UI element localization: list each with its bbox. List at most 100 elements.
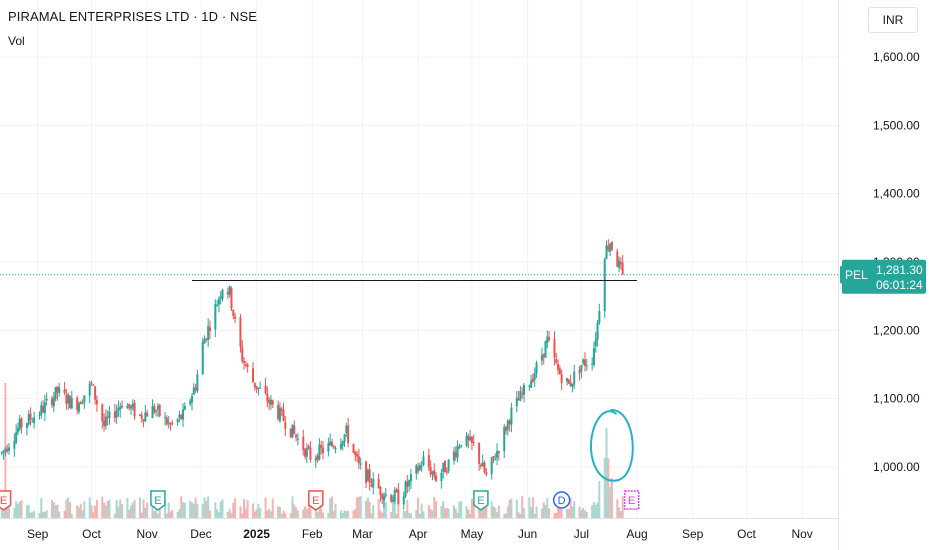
candle-body[interactable]: [366, 470, 369, 482]
candle-body[interactable]: [271, 400, 274, 405]
candle-body[interactable]: [259, 387, 262, 389]
candle-body[interactable]: [4, 449, 7, 451]
candle-body[interactable]: [51, 398, 54, 406]
currency-button[interactable]: INR: [868, 7, 918, 33]
candle-body[interactable]: [573, 371, 576, 385]
candle-body[interactable]: [517, 398, 520, 401]
candle-body[interactable]: [458, 446, 461, 448]
candle-body[interactable]: [370, 484, 373, 487]
candle-body[interactable]: [216, 305, 219, 307]
candle-body[interactable]: [45, 398, 48, 401]
candle-body[interactable]: [2, 450, 5, 453]
candle-body[interactable]: [43, 402, 46, 414]
candle-body[interactable]: [81, 402, 84, 404]
candle-body[interactable]: [610, 241, 613, 250]
candle-body[interactable]: [142, 419, 145, 422]
candle-body[interactable]: [90, 382, 93, 384]
candle-body[interactable]: [153, 406, 156, 413]
candle-body[interactable]: [571, 383, 574, 387]
candle-body[interactable]: [490, 457, 493, 475]
candle-body[interactable]: [530, 380, 533, 388]
candle-body[interactable]: [384, 494, 387, 496]
candle-body[interactable]: [52, 397, 55, 407]
candle-body[interactable]: [65, 394, 68, 404]
candle-body[interactable]: [533, 373, 536, 380]
candle-body[interactable]: [357, 456, 360, 464]
candle-body[interactable]: [359, 463, 362, 465]
candle-body[interactable]: [31, 421, 34, 423]
candle-body[interactable]: [418, 464, 421, 470]
candle-body[interactable]: [42, 406, 45, 413]
candle-body[interactable]: [467, 435, 470, 441]
candle-body[interactable]: [596, 322, 599, 340]
candle-body[interactable]: [278, 407, 281, 421]
candle-body[interactable]: [503, 426, 506, 452]
candle-body[interactable]: [442, 462, 445, 472]
candle-body[interactable]: [7, 447, 10, 451]
earnings-marker[interactable]: E: [150, 490, 166, 511]
candle-body[interactable]: [397, 489, 400, 505]
candle-body[interactable]: [427, 455, 430, 468]
candle-body[interactable]: [314, 457, 317, 461]
candle-body[interactable]: [133, 402, 136, 417]
candle-body[interactable]: [121, 405, 124, 408]
candle-body[interactable]: [164, 416, 167, 418]
candle-body[interactable]: [379, 486, 382, 496]
candle-body[interactable]: [305, 447, 308, 457]
candle-body[interactable]: [13, 440, 16, 449]
candle-body[interactable]: [531, 378, 534, 382]
candle-body[interactable]: [289, 428, 292, 437]
candle-body[interactable]: [115, 410, 118, 418]
candle-body[interactable]: [390, 494, 393, 502]
candle-body[interactable]: [485, 472, 488, 475]
candle-body[interactable]: [444, 461, 447, 473]
candle-body[interactable]: [619, 261, 622, 264]
candle-body[interactable]: [404, 481, 407, 497]
candle-body[interactable]: [356, 454, 359, 457]
candle-body[interactable]: [246, 364, 249, 367]
candle-body[interactable]: [544, 341, 547, 358]
candle-body[interactable]: [546, 336, 549, 343]
candle-body[interactable]: [117, 407, 120, 411]
candle-body[interactable]: [383, 495, 386, 501]
candle-body[interactable]: [0, 452, 3, 454]
candle-body[interactable]: [126, 405, 129, 409]
candle-body[interactable]: [478, 443, 481, 464]
earnings-badge[interactable]: [308, 490, 324, 511]
candle-body[interactable]: [483, 462, 486, 473]
candle-body[interactable]: [291, 424, 294, 438]
time-axis[interactable]: Sep Oct Nov Dec 2025 Feb Mar Apr May Jun Jul Aug Sep…: [27, 527, 813, 541]
candle-body[interactable]: [38, 414, 41, 416]
candle-body[interactable]: [6, 448, 9, 452]
candle-body[interactable]: [470, 436, 473, 443]
earnings-badge[interactable]: [473, 490, 489, 511]
candle-body[interactable]: [553, 338, 556, 358]
candle-body[interactable]: [92, 384, 95, 386]
candle-body[interactable]: [252, 368, 255, 383]
candle-body[interactable]: [221, 289, 224, 299]
candle-body[interactable]: [56, 386, 59, 393]
candle-body[interactable]: [33, 417, 36, 424]
candle-body[interactable]: [494, 458, 497, 460]
candle-body[interactable]: [194, 387, 197, 391]
candle-body[interactable]: [217, 298, 220, 305]
candle-body[interactable]: [440, 472, 443, 481]
candle-body[interactable]: [94, 386, 97, 400]
candle-body[interactable]: [266, 393, 269, 402]
candle-body[interactable]: [268, 400, 271, 404]
candle-body[interactable]: [594, 339, 597, 347]
candle-body[interactable]: [548, 337, 551, 340]
candle-body[interactable]: [406, 481, 409, 487]
candle-body[interactable]: [70, 397, 73, 409]
candlesticks[interactable]: [0, 239, 624, 510]
candle-body[interactable]: [302, 436, 305, 450]
candle-body[interactable]: [580, 365, 583, 372]
volume-indicator-label[interactable]: Vol: [8, 34, 25, 48]
candle-body[interactable]: [341, 441, 344, 446]
candle-body[interactable]: [510, 407, 513, 425]
candle-body[interactable]: [169, 423, 172, 425]
candle-body[interactable]: [365, 461, 368, 483]
candle-body[interactable]: [321, 447, 324, 453]
candle-body[interactable]: [352, 444, 355, 453]
candle-body[interactable]: [395, 489, 398, 492]
